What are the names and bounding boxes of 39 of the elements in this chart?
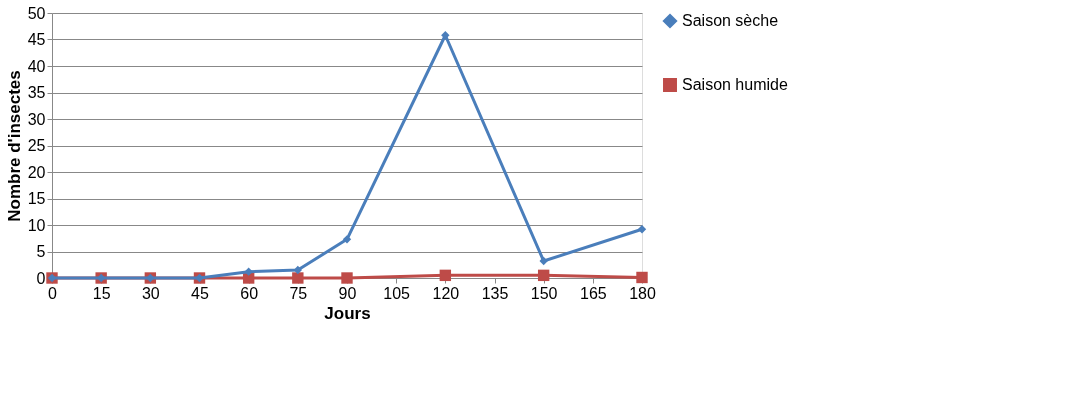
point xyxy=(244,267,253,276)
y-tick-label: 45 xyxy=(27,31,46,48)
point xyxy=(293,265,303,275)
y-tick-label: 30 xyxy=(27,110,46,128)
point xyxy=(342,235,352,244)
x-tick-label: 45 xyxy=(191,284,209,302)
y-tick-label: 50 xyxy=(27,4,46,22)
y-tick-label: 25 xyxy=(27,137,46,154)
x-tick-label: 0 xyxy=(48,284,58,302)
point xyxy=(292,272,304,284)
y-tick-label: 15 xyxy=(27,190,46,207)
y-tick-label: 5 xyxy=(36,243,46,260)
legend-label: Saison sèche xyxy=(682,12,779,29)
x-tick-label: 150 xyxy=(530,284,558,302)
legend-label: Saison humide xyxy=(682,76,788,93)
y-tick-label: 35 xyxy=(27,84,46,101)
point xyxy=(441,31,450,40)
x-tick-label: 105 xyxy=(383,284,411,302)
x-tick-label: 15 xyxy=(92,284,111,302)
x-tick-label: 135 xyxy=(481,284,509,302)
x-tick-label: 180 xyxy=(629,284,656,302)
point xyxy=(637,225,647,234)
x-tick-label: 90 xyxy=(338,284,357,302)
point xyxy=(341,272,353,284)
point xyxy=(537,269,550,282)
x-tick-label: 165 xyxy=(579,284,607,302)
x-tick-label: 30 xyxy=(141,284,160,302)
y-tick-label: 0 xyxy=(36,269,46,287)
y-tick-label: 10 xyxy=(27,216,46,234)
point xyxy=(439,269,452,282)
y-tick-label: 40 xyxy=(27,57,46,75)
point xyxy=(539,256,548,266)
x-axis-title: Jours xyxy=(324,303,371,323)
y-tick-label: 20 xyxy=(27,163,46,181)
x-tick-label: 75 xyxy=(289,284,308,302)
x-tick-label: 60 xyxy=(240,284,259,302)
x-tick-label: 120 xyxy=(432,284,460,302)
point xyxy=(636,271,648,284)
y-axis-title: Nombre d'insectes xyxy=(4,70,24,222)
